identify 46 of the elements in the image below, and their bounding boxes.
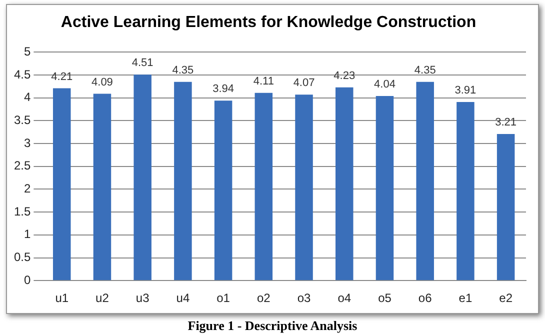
bar [416,82,434,280]
data-label: 4.04 [374,78,396,91]
bar [134,74,152,280]
data-label: 4.51 [132,57,154,70]
x-tick-label: u3 [136,291,150,306]
x-tick-label: o4 [338,291,352,306]
data-label: 3.91 [454,84,476,97]
caption: Figure 1 - Descriptive Analysis [186,318,358,334]
data-label: 4.09 [92,76,113,88]
bar [254,92,273,280]
y-tick-label: 1 [24,227,31,242]
bar [93,94,112,280]
data-label: 4.35 [414,64,436,76]
x-tick-label: o1 [216,291,230,306]
y-tick-label: 1.5 [14,204,31,218]
bar [295,94,313,280]
bar [376,96,394,280]
y-tick-label: 0 [24,272,31,287]
bar [336,87,354,280]
y-tick-label: 3 [24,136,31,150]
x-tick-label: u1 [55,291,69,306]
x-tick-label: e2 [499,291,513,306]
data-label: 4.11 [253,75,274,88]
x-tick-label: o6 [418,291,432,306]
y-tick-label: 5 [24,44,31,59]
chart-title: Active Learning Elements for Knowledge Construction [60,14,476,32]
bar [174,82,192,280]
y-tick-label: 0.5 [14,250,31,264]
x-tick-label: u2 [96,291,110,306]
x-tick-label: o2 [256,291,271,306]
data-label: 4.07 [293,77,315,90]
data-label: 3.94 [212,83,234,96]
y-tick-label: 3.5 [14,113,31,128]
data-label: 4.35 [172,64,194,76]
bar [456,102,474,280]
x-tick-label: e1 [458,291,472,306]
x-tick-label: o5 [378,291,392,306]
bar [52,88,71,280]
bar [496,134,515,280]
y-tick-label: 4 [24,90,31,104]
x-tick-label: o3 [297,291,312,306]
y-tick-label: 2.5 [14,158,31,173]
bar [214,100,232,280]
x-tick-label: u4 [176,291,190,306]
y-tick-label: 4.5 [14,67,31,82]
y-tick-label: 2 [24,182,31,196]
